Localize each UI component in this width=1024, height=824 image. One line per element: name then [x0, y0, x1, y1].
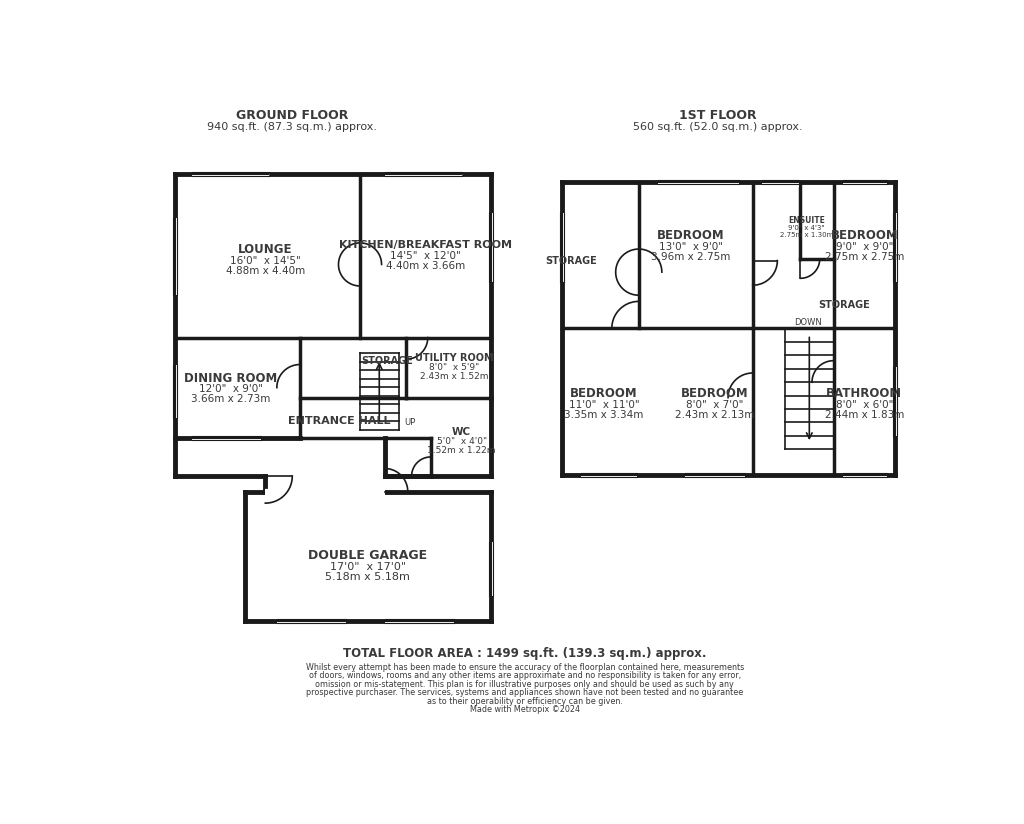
Text: prospective purchaser. The services, systems and appliances shown have not been : prospective purchaser. The services, sys…	[306, 688, 743, 697]
Text: 2.44m x 1.83m: 2.44m x 1.83m	[824, 410, 904, 420]
Text: omission or mis-statement. This plan is for illustrative purposes only and shoul: omission or mis-statement. This plan is …	[315, 680, 734, 689]
Text: UTILITY ROOM: UTILITY ROOM	[415, 353, 494, 363]
Text: 3.96m x 2.75m: 3.96m x 2.75m	[651, 252, 731, 263]
Text: ENTRANCE HALL: ENTRANCE HALL	[288, 416, 390, 426]
Text: WC: WC	[453, 427, 471, 437]
Text: 8'0"  x 7'0": 8'0" x 7'0"	[685, 400, 742, 410]
Text: LOUNGE: LOUNGE	[238, 242, 293, 255]
Text: 4.88m x 4.40m: 4.88m x 4.40m	[225, 265, 305, 275]
Text: GROUND FLOOR: GROUND FLOOR	[237, 110, 348, 122]
Text: of doors, windows, rooms and any other items are approximate and no responsibili: of doors, windows, rooms and any other i…	[309, 671, 740, 680]
Text: TOTAL FLOOR AREA : 1499 sq.ft. (139.3 sq.m.) approx.: TOTAL FLOOR AREA : 1499 sq.ft. (139.3 sq…	[343, 647, 707, 660]
Text: DINING ROOM: DINING ROOM	[184, 372, 278, 385]
Text: 940 sq.ft. (87.3 sq.m.) approx.: 940 sq.ft. (87.3 sq.m.) approx.	[207, 122, 377, 132]
Text: KITCHEN/BREAKFAST ROOM: KITCHEN/BREAKFAST ROOM	[339, 240, 512, 250]
Text: 9'0"  x 9'0": 9'0" x 9'0"	[836, 242, 893, 252]
Text: 2.43m x 2.13m: 2.43m x 2.13m	[675, 410, 754, 420]
Text: STORAGE: STORAGE	[361, 356, 413, 366]
Text: 5.18m x 5.18m: 5.18m x 5.18m	[326, 572, 411, 582]
Text: BEDROOM: BEDROOM	[570, 387, 638, 400]
Text: 3.35m x 3.34m: 3.35m x 3.34m	[564, 410, 644, 420]
Text: STORAGE: STORAGE	[545, 255, 597, 265]
Text: BEDROOM: BEDROOM	[657, 229, 725, 242]
Text: 2.75m x 1.30m: 2.75m x 1.30m	[780, 232, 834, 238]
Text: DOUBLE GARAGE: DOUBLE GARAGE	[308, 549, 427, 562]
Text: 16'0"  x 14'5": 16'0" x 14'5"	[230, 255, 301, 265]
Text: 2.43m x 1.52m: 2.43m x 1.52m	[420, 372, 488, 382]
Text: STORAGE: STORAGE	[818, 300, 869, 311]
Text: 5'0"  x 4'0": 5'0" x 4'0"	[436, 437, 486, 446]
Text: ENSUITE: ENSUITE	[788, 216, 825, 225]
Text: 8'0"  x 5'9": 8'0" x 5'9"	[429, 363, 479, 372]
Text: 14'5"  x 12'0": 14'5" x 12'0"	[390, 251, 461, 261]
Text: 12'0"  x 9'0": 12'0" x 9'0"	[199, 384, 263, 394]
Text: 1ST FLOOR: 1ST FLOOR	[679, 110, 757, 122]
Text: 4.40m x 3.66m: 4.40m x 3.66m	[386, 261, 465, 271]
Text: BATHROOM: BATHROOM	[826, 387, 902, 400]
Text: UP: UP	[404, 418, 416, 427]
Text: 1.52m x 1.22m: 1.52m x 1.22m	[427, 447, 496, 456]
Text: Whilst every attempt has been made to ensure the accuracy of the floorplan conta: Whilst every attempt has been made to en…	[306, 662, 743, 672]
Text: BEDROOM: BEDROOM	[680, 387, 749, 400]
Text: BEDROOM: BEDROOM	[830, 229, 898, 242]
Text: as to their operability or efficiency can be given.: as to their operability or efficiency ca…	[427, 696, 623, 705]
Text: 11'0"  x 11'0": 11'0" x 11'0"	[568, 400, 639, 410]
Text: 13'0"  x 9'0": 13'0" x 9'0"	[659, 242, 723, 252]
Text: 2.75m x 2.75m: 2.75m x 2.75m	[824, 252, 904, 263]
Text: 560 sq.ft. (52.0 sq.m.) approx.: 560 sq.ft. (52.0 sq.m.) approx.	[633, 122, 803, 132]
Text: Made with Metropix ©2024: Made with Metropix ©2024	[470, 705, 580, 714]
Text: 3.66m x 2.73m: 3.66m x 2.73m	[190, 394, 270, 405]
Text: DOWN: DOWN	[795, 318, 822, 326]
Text: 17'0"  x 17'0": 17'0" x 17'0"	[330, 562, 406, 572]
Text: 9'0" x 4'3": 9'0" x 4'3"	[788, 225, 825, 232]
Text: 8'0"  x 6'0": 8'0" x 6'0"	[836, 400, 893, 410]
